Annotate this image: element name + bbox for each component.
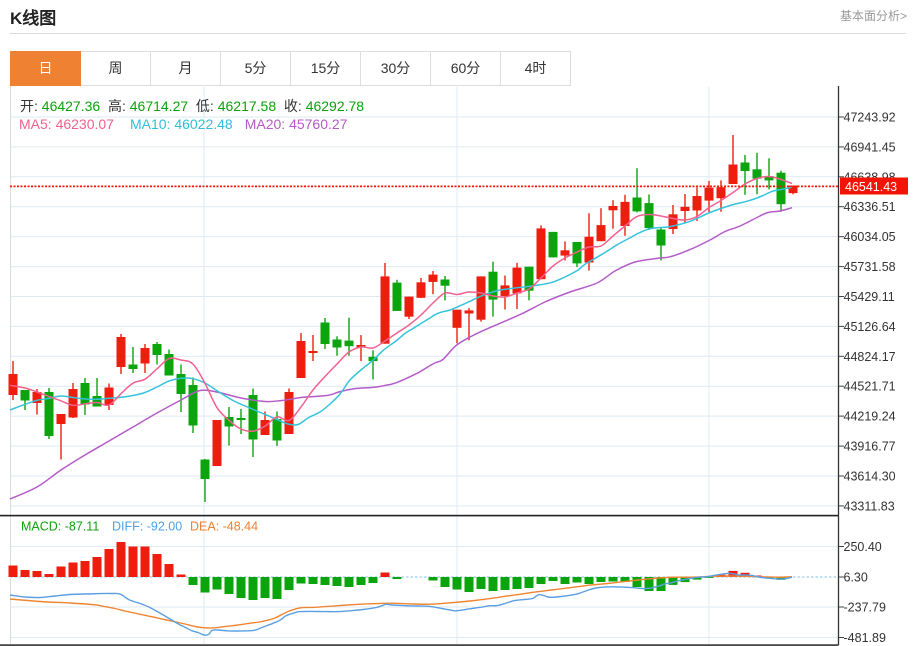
svg-text:43916.77: 43916.77 — [844, 440, 896, 454]
svg-text:46336.51: 46336.51 — [844, 200, 896, 214]
svg-text:-237.79: -237.79 — [844, 601, 886, 615]
svg-text:MACD: -87.11: MACD: -87.11 — [21, 520, 99, 534]
svg-text:250.40: 250.40 — [844, 540, 882, 554]
svg-text:45731.58: 45731.58 — [844, 260, 896, 274]
svg-text:46941.45: 46941.45 — [844, 140, 896, 154]
svg-text:44219.24: 44219.24 — [844, 410, 896, 424]
svg-text:44824.17: 44824.17 — [844, 350, 896, 364]
svg-text:-481.89: -481.89 — [844, 631, 886, 645]
svg-text:43614.30: 43614.30 — [844, 470, 896, 484]
svg-text:46541.43: 46541.43 — [845, 180, 897, 194]
svg-text:6.30: 6.30 — [844, 571, 868, 585]
svg-text:45126.64: 45126.64 — [844, 320, 896, 334]
svg-text:43311.83: 43311.83 — [844, 499, 895, 513]
svg-text:47243.92: 47243.92 — [844, 111, 896, 125]
svg-text:DEA: -48.44: DEA: -48.44 — [190, 520, 258, 534]
svg-text:DIFF: -92.00: DIFF: -92.00 — [112, 520, 182, 534]
svg-text:46034.05: 46034.05 — [844, 230, 896, 244]
svg-text:45429.11: 45429.11 — [844, 290, 895, 304]
svg-text:44521.71: 44521.71 — [844, 380, 896, 394]
